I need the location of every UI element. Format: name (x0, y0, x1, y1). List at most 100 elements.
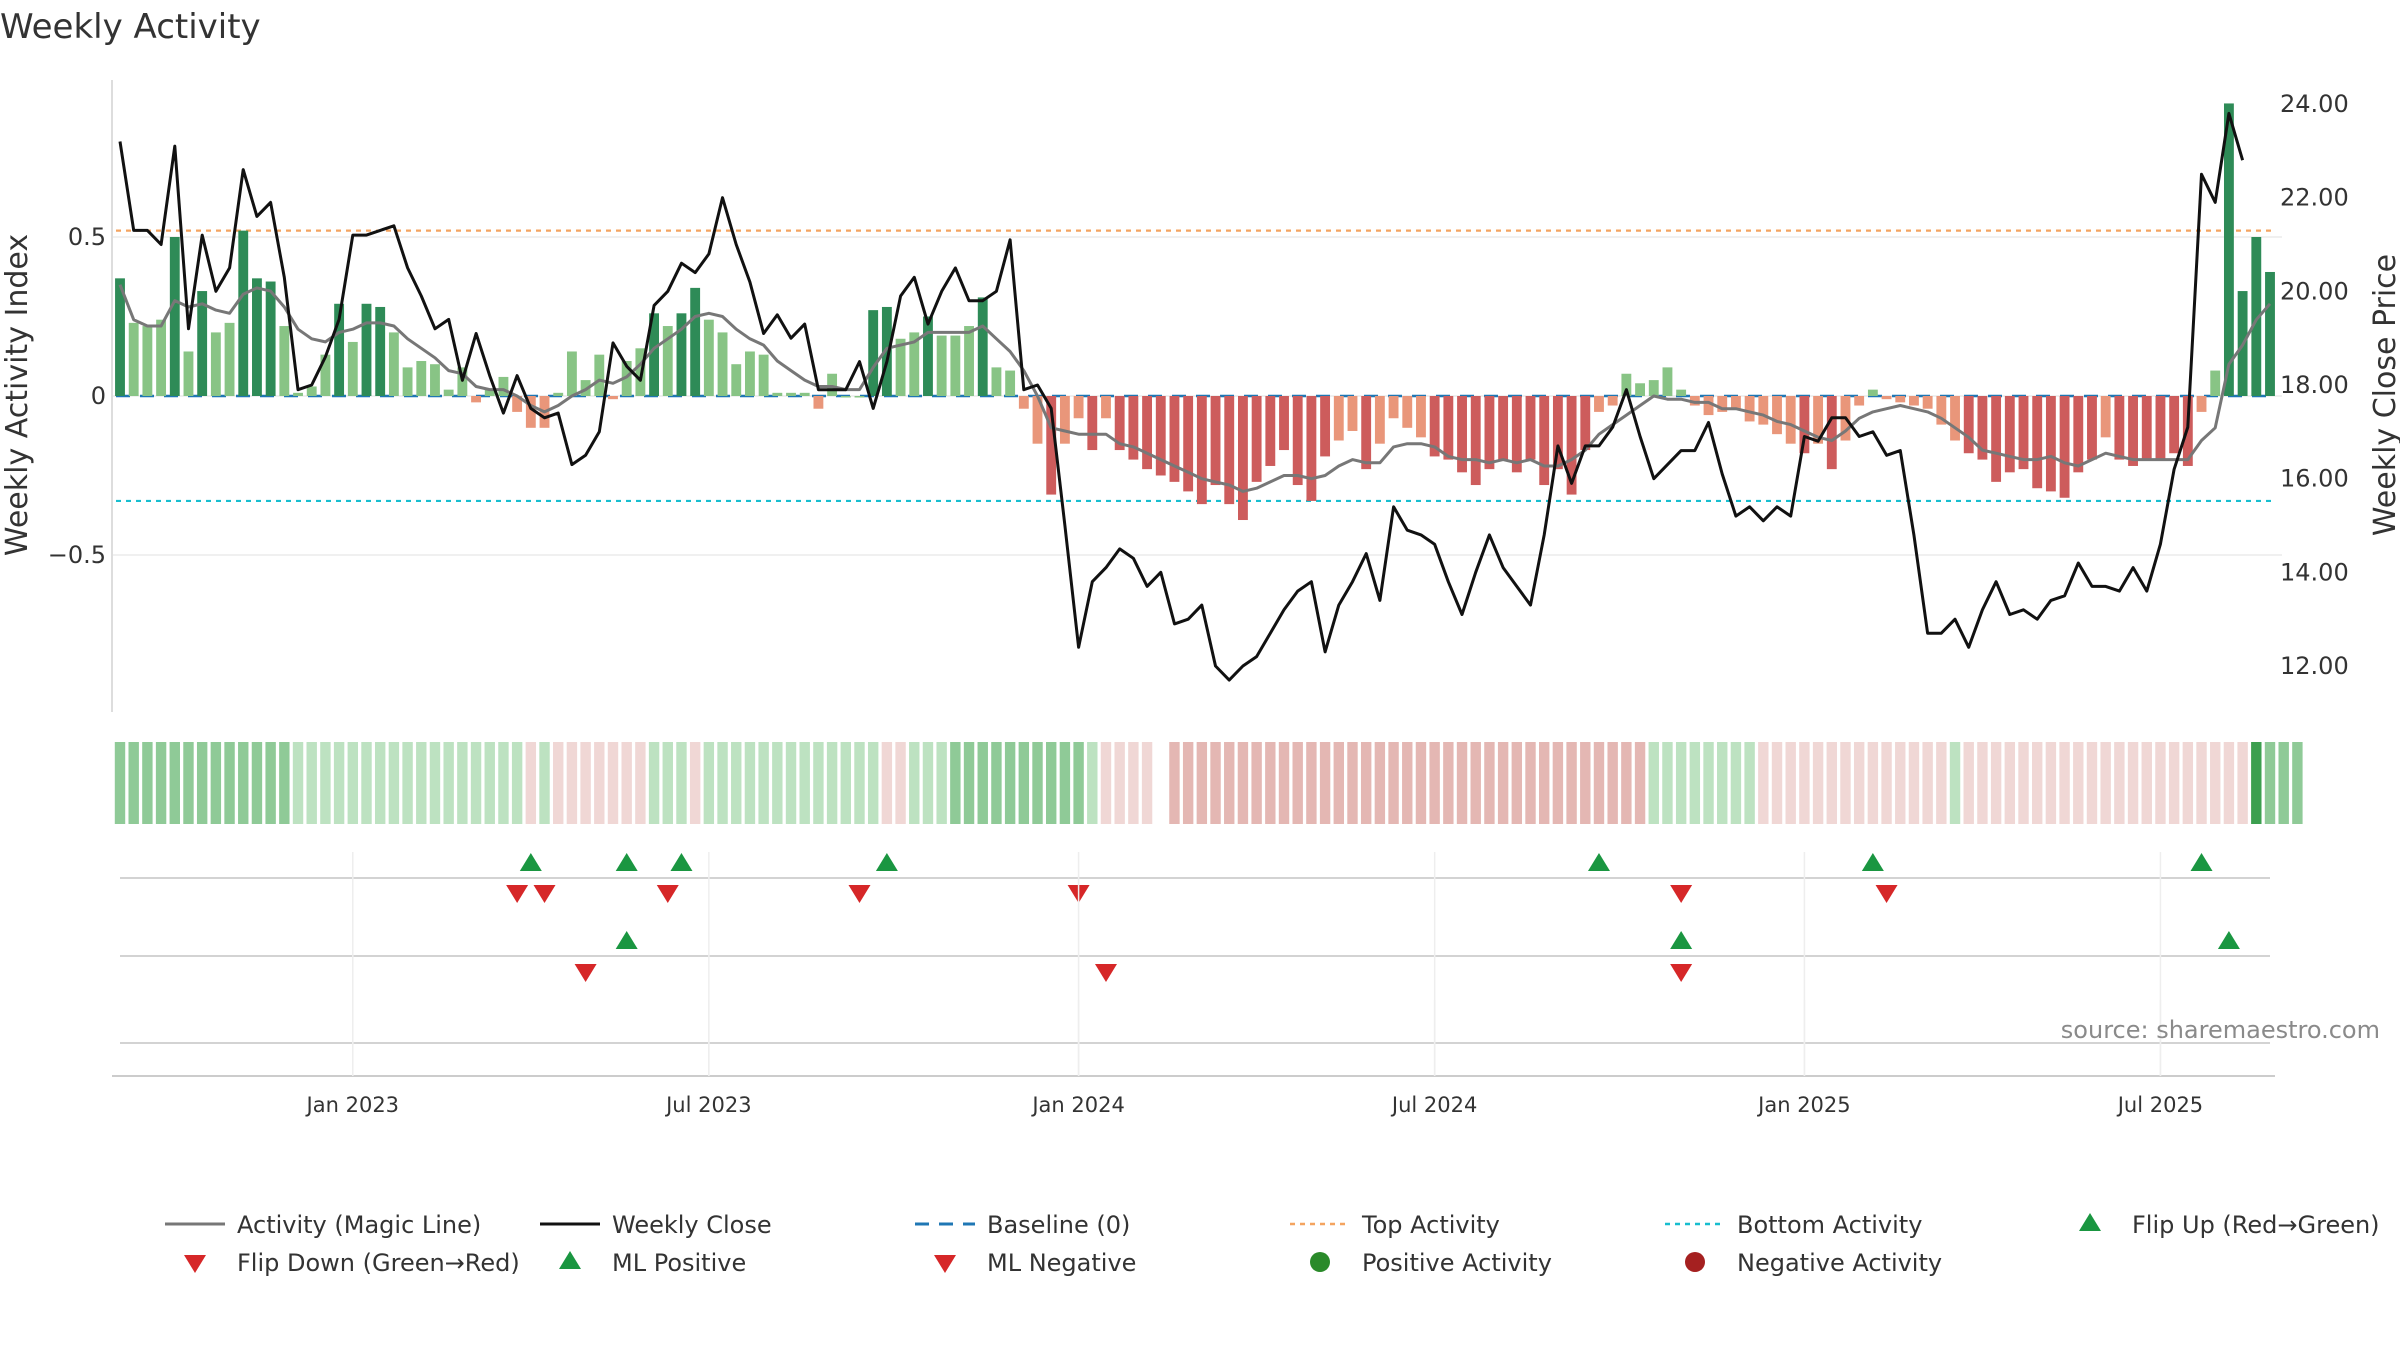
heat-strip-cell (2251, 742, 2262, 824)
heat-strip-cell (347, 742, 359, 824)
activity-bar (1785, 396, 1796, 444)
heat-strip-cell (1059, 742, 1071, 824)
activity-bar (923, 316, 933, 396)
activity-bar (1470, 396, 1481, 486)
activity-bar (1730, 396, 1741, 409)
y-right-tick-label: 12.00 (2280, 652, 2349, 680)
heat-strip-cell (1196, 742, 1208, 824)
heat-strip-cell (1114, 742, 1125, 824)
heat-strip-cell (1429, 742, 1440, 824)
heat-strip-cell (1908, 742, 1920, 824)
heat-strip-cell (1730, 742, 1742, 824)
activity-bar (1210, 396, 1221, 486)
activity-bar (2114, 396, 2125, 460)
legend-item: Baseline (0) (915, 1211, 1130, 1239)
heat-strip-cell (1703, 742, 1714, 824)
activity-bar (1922, 396, 1933, 409)
activity-bar (2251, 237, 2262, 396)
activity-bar (1155, 396, 1166, 476)
activity-bar (1196, 396, 1207, 505)
activity-bar (1977, 396, 1988, 460)
heat-strip-cell (1771, 742, 1783, 824)
activity-bar (1306, 396, 1317, 501)
heat-strip (114, 742, 2303, 824)
heat-strip-cell (374, 742, 386, 824)
y-right-tick-label: 14.00 (2280, 558, 2349, 586)
activity-bar (608, 396, 618, 400)
heat-strip-cell (1210, 742, 1221, 824)
activity-bar (662, 326, 673, 396)
heat-strip-cell (1497, 742, 1509, 824)
heat-strip-cell (1278, 742, 1290, 824)
heat-strip-cell (1853, 742, 1865, 824)
heat-strip-cell (1881, 742, 1892, 824)
activity-bar (416, 361, 427, 396)
x-tick-label: Jan 2024 (1030, 1093, 1125, 1117)
heat-strip-cell (1456, 742, 1468, 824)
heat-strip-cell (128, 742, 139, 824)
flip-up-marker (875, 853, 898, 871)
heat-strip-cell (1484, 742, 1495, 824)
activity-bar (1498, 396, 1509, 460)
heat-strip-cell (1415, 742, 1427, 824)
heat-strip-cell (2127, 742, 2139, 824)
heat-strip-cell (689, 742, 701, 824)
heat-strip-cell (429, 742, 441, 824)
heat-strip-cell (1867, 742, 1879, 824)
activity-bar (334, 303, 345, 396)
legend-label: ML Negative (987, 1249, 1136, 1277)
activity-bar (484, 389, 495, 396)
heat-strip-cell (1347, 742, 1358, 824)
activity-bar (1895, 396, 1906, 403)
activity-bar (1881, 396, 1892, 400)
heat-strip-cell (1087, 742, 1098, 824)
heat-strip-cell (922, 742, 934, 824)
legend-swatch (184, 1255, 206, 1273)
legend-item: Flip Down (Green→Red) (184, 1249, 520, 1277)
heat-strip-cell (758, 742, 769, 824)
heat-strip-cell (1306, 742, 1317, 824)
heat-strip-cell (2278, 742, 2289, 824)
heat-strip-cell (1662, 742, 1673, 824)
activity-bar (676, 313, 687, 396)
heat-strip-cell (2292, 742, 2303, 824)
activity-bar (1703, 396, 1714, 416)
x-tick-label: Jul 2025 (2116, 1093, 2203, 1117)
heat-strip-cell (1799, 742, 1810, 824)
activity-bar (2196, 396, 2207, 412)
heat-strip-cell (772, 742, 783, 824)
activity-bar (1950, 396, 1960, 441)
heat-strip-cell (963, 742, 975, 824)
heat-strip-cell (607, 742, 619, 824)
axes: 0.5 0 −0.5 24.00 22.00 20.00 18.00 16.00 14.00 12… (48, 80, 2349, 712)
activity-bar (1621, 373, 1632, 396)
heat-strip-cell (813, 742, 824, 824)
legend-label: Flip Down (Green→Red) (237, 1249, 520, 1277)
heat-strip-cell (1758, 742, 1769, 824)
heat-strip-cell (1566, 742, 1577, 824)
activity-bar (1059, 396, 1070, 444)
heat-strip-cell (648, 742, 660, 824)
activity-bar (690, 287, 701, 396)
heat-strip-cell (292, 742, 304, 824)
flip-up-marker (1587, 853, 1610, 871)
heat-strip-cell (2059, 742, 2070, 824)
heat-strip-cell (1949, 742, 1961, 824)
heat-strip-cell (1552, 742, 1564, 824)
heat-strip-cell (511, 742, 523, 824)
activity-bar (1361, 396, 1372, 470)
heat-strip-cell (498, 742, 509, 824)
legend-item: Weekly Close (540, 1211, 772, 1239)
heat-strip-cell (2237, 742, 2248, 824)
activity-bar (2100, 396, 2111, 438)
heat-strip-cell (279, 742, 290, 824)
heat-strip-cell (1977, 742, 1988, 824)
heat-strip-cell (1689, 742, 1701, 824)
heat-strip-cell (1443, 742, 1454, 824)
y-axis-right-label: Weekly Close Price (2368, 254, 2400, 536)
heat-strip-cell (1812, 742, 1824, 824)
activity-bar (1416, 396, 1426, 438)
legend-item: Top Activity (1290, 1211, 1500, 1239)
heat-strip-cell (210, 742, 222, 824)
activity-bar (1635, 383, 1645, 396)
